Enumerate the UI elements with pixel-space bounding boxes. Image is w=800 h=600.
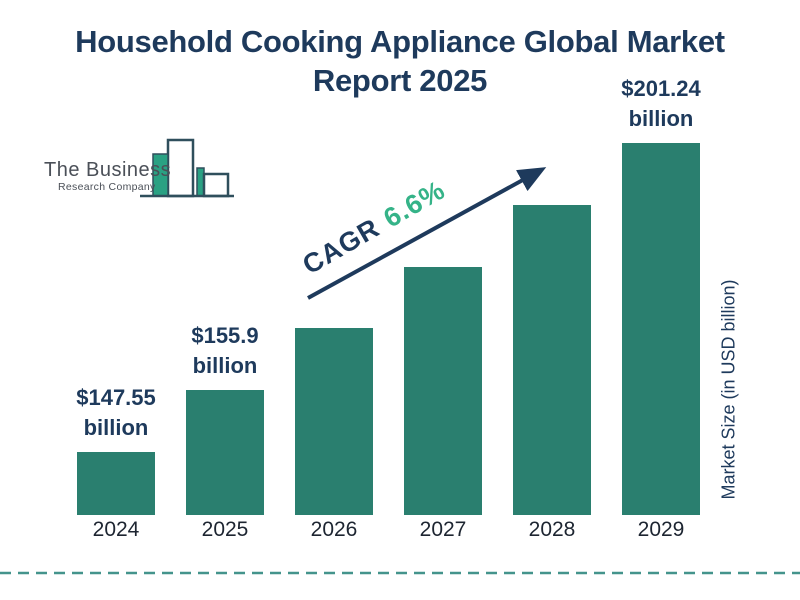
x-axis-label-2029: 2029 bbox=[637, 518, 685, 541]
bar-value-label-line: billion bbox=[628, 106, 694, 131]
bar-value-label-2025: $155.9 billion bbox=[135, 321, 315, 381]
logo-text-line1: The Business bbox=[44, 159, 171, 181]
cagr-prefix: CAGR bbox=[297, 212, 385, 281]
cagr-annotation: CAGR6.6% bbox=[298, 175, 451, 281]
bar-2024 bbox=[77, 452, 155, 515]
x-axis-label-2025: 2025 bbox=[201, 518, 249, 541]
x-axis-label-2027: 2027 bbox=[419, 518, 467, 541]
bar-2025 bbox=[186, 390, 264, 515]
bar-value-label-line: $147.55 bbox=[76, 385, 156, 410]
page-title-line2: Report 2025 bbox=[312, 63, 488, 98]
bar-value-label-2029: $201.24 billion bbox=[571, 74, 751, 134]
bar-value-label-line: $155.9 bbox=[191, 323, 259, 348]
cagr-value: 6.6% bbox=[378, 174, 451, 234]
bar-value-label-line: $201.24 bbox=[621, 76, 701, 101]
bar-value-label-line: billion bbox=[192, 353, 258, 378]
bar-value-label-2024: $147.55 billion bbox=[26, 383, 206, 443]
page-title: Household Cooking Appliance Global Marke… bbox=[0, 22, 800, 100]
bar-2029 bbox=[622, 143, 700, 515]
bar-2026 bbox=[295, 328, 373, 515]
x-axis-label-2026: 2026 bbox=[310, 518, 358, 541]
logo-tall-bar bbox=[166, 138, 195, 198]
x-axis-label-2024: 2024 bbox=[92, 518, 140, 541]
y-axis-label: Market Size (in USD billion) bbox=[718, 279, 739, 500]
bar-2027 bbox=[404, 267, 482, 515]
logo-short-bar bbox=[202, 172, 230, 198]
bar-value-label-line: billion bbox=[83, 415, 149, 440]
page-title-line1: Household Cooking Appliance Global Marke… bbox=[75, 24, 725, 59]
company-logo: The Business Research Company bbox=[42, 134, 237, 208]
bar-2028 bbox=[513, 205, 591, 515]
logo-text-line2: Research Company bbox=[58, 181, 156, 193]
logo-graphic: The Business Research Company bbox=[44, 138, 234, 198]
x-axis-label-2028: 2028 bbox=[528, 518, 576, 541]
